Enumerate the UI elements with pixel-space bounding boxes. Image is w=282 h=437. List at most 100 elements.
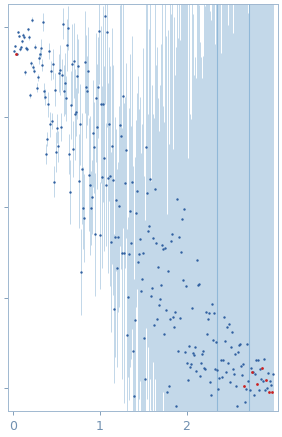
- Point: [255, 380, 260, 387]
- Point: [238, 340, 243, 347]
- Point: [167, 383, 172, 390]
- Point: [100, 174, 105, 181]
- Point: [217, 375, 222, 382]
- Point: [92, 144, 97, 151]
- Point: [18, 46, 23, 53]
- Point: [96, 84, 101, 91]
- Point: [241, 361, 246, 368]
- Point: [145, 190, 150, 197]
- Point: [225, 323, 230, 330]
- Point: [135, 187, 140, 194]
- Point: [188, 364, 193, 371]
- Point: [247, 410, 252, 417]
- Point: [143, 375, 148, 382]
- Point: [133, 316, 138, 323]
- Point: [155, 315, 160, 322]
- Point: [75, 73, 80, 80]
- Point: [154, 240, 159, 247]
- Point: [74, 109, 79, 116]
- Point: [206, 315, 211, 322]
- Point: [14, 50, 19, 57]
- Point: [122, 250, 127, 257]
- Point: [24, 45, 29, 52]
- Point: [15, 51, 20, 58]
- Point: [43, 94, 48, 101]
- Point: [72, 57, 77, 64]
- Point: [260, 364, 265, 371]
- Point: [201, 347, 206, 354]
- Point: [42, 88, 47, 95]
- Point: [234, 383, 239, 390]
- Point: [159, 282, 164, 289]
- Point: [36, 74, 41, 81]
- Point: [139, 287, 144, 294]
- Point: [35, 84, 40, 91]
- Point: [177, 233, 182, 240]
- Point: [91, 130, 96, 137]
- Point: [252, 391, 257, 398]
- Point: [197, 281, 202, 288]
- Point: [146, 227, 151, 234]
- Point: [85, 87, 90, 94]
- Point: [204, 308, 209, 315]
- Point: [140, 276, 145, 283]
- Point: [136, 258, 141, 265]
- Point: [137, 251, 142, 258]
- Point: [244, 386, 249, 393]
- Point: [118, 121, 123, 128]
- Point: [235, 402, 240, 409]
- Point: [33, 43, 38, 50]
- Point: [196, 281, 201, 288]
- Point: [132, 392, 137, 399]
- Point: [65, 42, 70, 49]
- Point: [218, 429, 223, 436]
- Point: [147, 223, 152, 230]
- Point: [264, 376, 269, 383]
- Point: [229, 343, 234, 350]
- Point: [232, 371, 237, 378]
- Point: [149, 292, 154, 299]
- Point: [222, 313, 227, 320]
- Point: [174, 402, 179, 409]
- Point: [220, 374, 225, 381]
- Point: [185, 359, 190, 366]
- Point: [148, 175, 153, 182]
- Point: [111, 177, 116, 184]
- Point: [88, 182, 93, 189]
- Point: [156, 264, 161, 271]
- Point: [221, 357, 226, 364]
- Point: [90, 194, 95, 201]
- Point: [56, 143, 61, 150]
- Point: [192, 351, 197, 358]
- Point: [189, 361, 194, 368]
- Point: [270, 389, 275, 396]
- Point: [166, 267, 171, 274]
- Point: [168, 316, 173, 323]
- Point: [27, 34, 32, 41]
- Point: [205, 330, 210, 337]
- Point: [104, 181, 109, 188]
- Point: [89, 205, 94, 212]
- Point: [251, 368, 256, 375]
- Point: [106, 175, 111, 182]
- Point: [124, 147, 129, 154]
- Point: [115, 265, 120, 272]
- Point: [69, 101, 74, 108]
- Point: [59, 124, 64, 131]
- Point: [101, 100, 106, 107]
- Point: [214, 338, 219, 345]
- Point: [227, 321, 232, 328]
- Point: [39, 44, 44, 51]
- Point: [109, 239, 114, 246]
- Point: [73, 111, 78, 118]
- Point: [242, 383, 247, 390]
- Point: [128, 207, 133, 214]
- Point: [102, 155, 107, 162]
- Point: [99, 101, 104, 108]
- Point: [117, 203, 122, 210]
- Point: [51, 60, 56, 67]
- Point: [49, 67, 54, 74]
- Point: [123, 179, 128, 186]
- Point: [215, 367, 220, 374]
- Point: [76, 63, 81, 70]
